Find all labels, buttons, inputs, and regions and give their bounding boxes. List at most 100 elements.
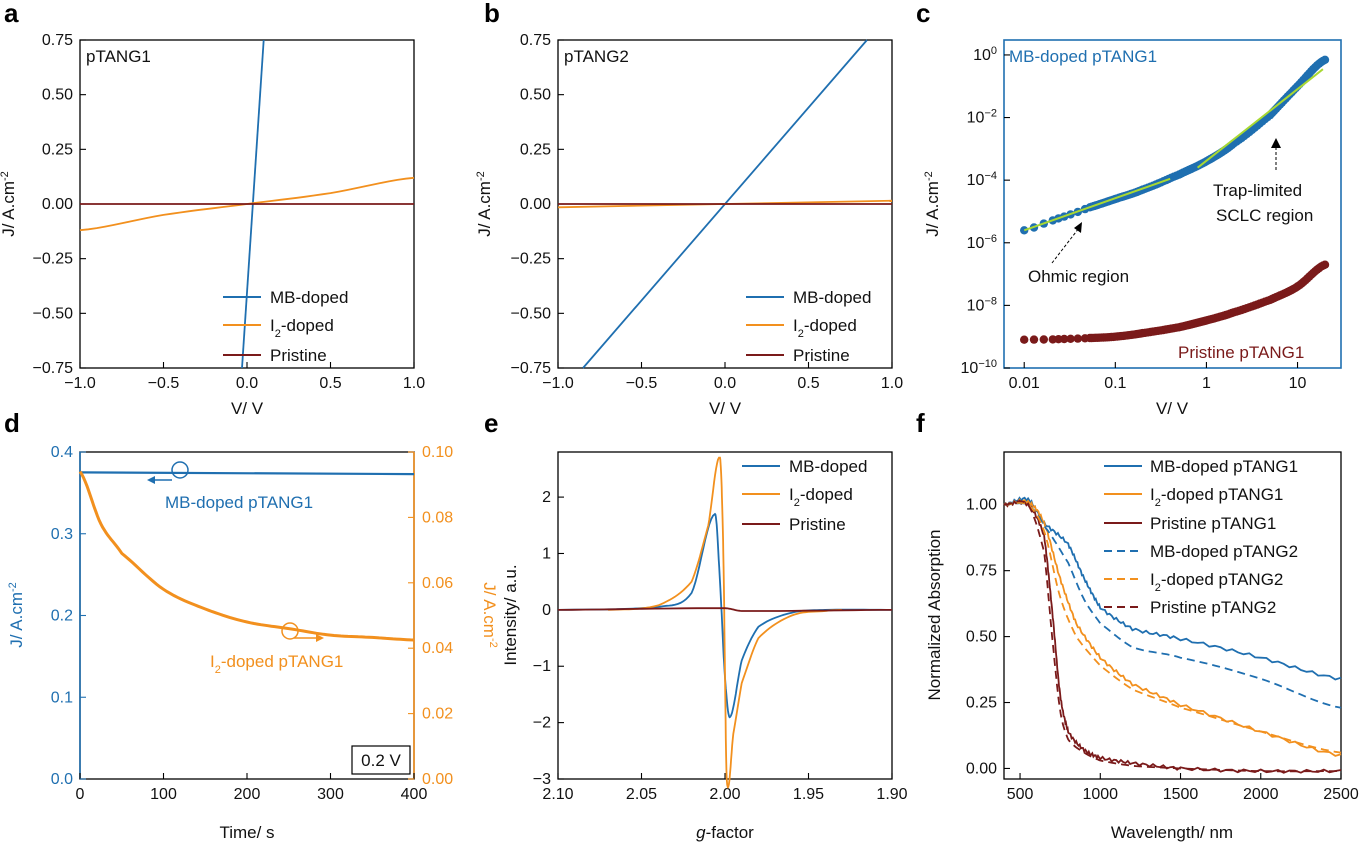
panel-letter-a: a [4, 0, 19, 28]
legend-label-4-f: I2-doped pTANG2 [1150, 570, 1283, 594]
legend-label-mb-b: MB-doped [793, 288, 871, 307]
y-tick-label-left-4-0: −3 [533, 771, 551, 788]
y-tick-label-left-0-1: −0.50 [33, 305, 74, 322]
panel-letter-b: b [484, 0, 500, 28]
y-tick-label-left-1-3: 0.00 [520, 196, 551, 213]
inset-label-b: pTANG2 [564, 47, 629, 66]
y-tick-label-c-4: 10−8 [967, 295, 997, 314]
x-tick-label-5-3: 2000 [1243, 786, 1279, 803]
y-tick-label-left-0-4: 0.25 [42, 141, 73, 158]
legend-a: MB-doped I2-doped Pristine [223, 288, 348, 365]
x-tick-label-4-3: 1.95 [793, 786, 824, 803]
y-axis-label-right-d: J/ A.cm-2 [480, 582, 499, 648]
x-tick-label-3-2: 200 [234, 786, 261, 803]
x-axis-label-e: g-factor [696, 823, 754, 842]
panel-b: b −1.0 −0.5 0.0 0.5 1.0 −0.75 −0.50 −0.25 0.00 0.… [475, 0, 903, 418]
x-tick-label-2-1: 0.1 [1104, 375, 1126, 392]
x-tick-label-3-4: 400 [401, 786, 428, 803]
marker-circle-i2-d [281, 622, 299, 640]
data-point-c-1-10 [1039, 335, 1049, 344]
annotation-mb-d: MB-doped pTANG1 [165, 493, 313, 512]
annotation-ohmic-c: Ohmic region [1028, 267, 1129, 286]
series-line-f-1 [1003, 498, 1342, 757]
series-d [78, 470, 415, 642]
y-tick-label-right-3-0: 0.00 [422, 771, 453, 788]
y-tick-label-right-3-4: 0.08 [422, 509, 453, 526]
legend-label-5-f: Pristine pTANG2 [1150, 598, 1276, 617]
y-tick-label-left-0-0: −0.75 [33, 360, 74, 377]
series-line-f-2 [1003, 499, 1342, 774]
series-line-e-1 [608, 456, 842, 789]
ticks-b: −1.0 −0.5 0.0 0.5 1.0 −0.75 −0.50 −0.25 0.00 0.25… [511, 32, 904, 392]
y-tick-label-left-0-5: 0.50 [42, 87, 73, 104]
annotation-mb-c: MB-doped pTANG1 [1009, 47, 1157, 66]
y-axis-label-e: Intensity/ a.u. [501, 564, 520, 665]
series-line-d-0 [79, 471, 415, 476]
data-point-c-1-25 [1060, 334, 1069, 344]
panel-e: e 2.10 2.05 2.00 1.95 1.90 −3 −2 −1 0 1 2 g-factor… [484, 408, 908, 842]
y-tick-label-left-5-0: 0.00 [966, 760, 997, 777]
data-point-c-1-35 [1073, 334, 1083, 343]
y-tick-label-left-4-5: 2 [542, 489, 551, 506]
data-point-c-1-5 [1029, 335, 1039, 344]
x-tick-label-0-2: 0.0 [236, 375, 258, 392]
x-axis-label-c: V/ V [1156, 399, 1189, 418]
ticks-e: 2.10 2.05 2.00 1.95 1.90 −3 −2 −1 0 1 2 [533, 489, 908, 803]
y-tick-label-left-3-0: 0.0 [51, 771, 73, 788]
y-tick-label-left-4-4: 1 [542, 545, 551, 562]
annotation-pristine-c: Pristine pTANG1 [1178, 343, 1304, 362]
x-tick-label-0-1: −0.5 [148, 375, 180, 392]
x-axis-label-b: V/ V [709, 399, 742, 418]
y-tick-label-left-1-4: 0.25 [520, 141, 551, 158]
panel-letter-f: f [916, 408, 925, 438]
y-tick-label-c-3: 10−6 [967, 233, 997, 252]
x-axis-label-f: Wavelength/ nm [1111, 823, 1233, 842]
panel-d: d 0 100 200 300 400 0.0 0.1 0.2 0.3 0.4 0.00 0.02 0.… [4, 408, 499, 842]
series-line-f-3 [1004, 502, 1342, 709]
marker-circle-mb-d [171, 461, 189, 479]
arrowhead-ohmic-c [1074, 222, 1082, 233]
y-tick-label-c-0: 100 [973, 45, 997, 64]
y-tick-label-left-3-2: 0.2 [51, 608, 73, 625]
data-point-c-1-154 [1320, 260, 1330, 269]
x-tick-label-2-2: 1 [1202, 375, 1211, 392]
x-tick-label-3-0: 0 [76, 786, 85, 803]
y-tick-label-right-3-2: 0.04 [422, 640, 453, 657]
x-tick-label-3-1: 100 [150, 786, 177, 803]
panel-a: a −1.0 −0.5 0.0 0.5 1.0 −0.75 −0.50 −0.25 0.00 0.… [0, 0, 425, 418]
legend-label-2-f: Pristine pTANG1 [1150, 514, 1276, 533]
x-tick-label-0-3: 0.5 [319, 375, 341, 392]
x-tick-label-4-1: 2.05 [626, 786, 657, 803]
y-tick-label-left-5-4: 1.00 [966, 497, 997, 514]
x-tick-label-0-0: −1.0 [64, 375, 96, 392]
x-tick-label-5-4: 2500 [1323, 786, 1359, 803]
y-tick-label-left-3-3: 0.3 [51, 526, 73, 543]
bias-box-d [351, 745, 411, 775]
data-point-c-1-0 [1019, 335, 1029, 344]
fit-line-ohmic-c [1023, 177, 1171, 232]
plot-frame-c [1003, 39, 1342, 369]
series-line-d-1 [78, 470, 415, 642]
bias-label-d: 0.2 V [361, 751, 401, 770]
legend-label-i2-a: I2-doped [270, 316, 334, 340]
x-tick-label-1-3: 0.5 [797, 375, 819, 392]
panel-letter-d: d [4, 408, 20, 438]
x-axis-label-a: V/ V [231, 399, 264, 418]
x-tick-label-0-4: 1.0 [403, 375, 425, 392]
x-tick-label-4-0: 2.10 [542, 786, 573, 803]
legend-label-0-f: MB-doped pTANG1 [1150, 457, 1298, 476]
y-tick-label-right-3-5: 0.10 [422, 444, 453, 461]
x-tick-label-2-3: 10 [1289, 375, 1307, 392]
series-b [557, 39, 893, 369]
data-point-c-1-30 [1066, 334, 1075, 343]
legend-label-pristine-b: Pristine [793, 346, 850, 365]
arrowhead-i2-d [316, 634, 324, 642]
x-tick-label-3-3: 300 [317, 786, 344, 803]
panel-c: c 0.01 0.1 1 10 100 10−2 10−4 10−6 10−8 10−10 V/ … [916, 0, 1342, 418]
y-tick-label-left-4-2: −1 [533, 658, 551, 675]
y-tick-label-left-1-5: 0.50 [520, 87, 551, 104]
x-tick-label-1-2: 0.0 [714, 375, 736, 392]
y-axis-label-a: J/ A.cm-2 [0, 171, 18, 237]
y-tick-label-left-5-1: 0.25 [966, 695, 997, 712]
panel-letter-e: e [484, 408, 498, 438]
